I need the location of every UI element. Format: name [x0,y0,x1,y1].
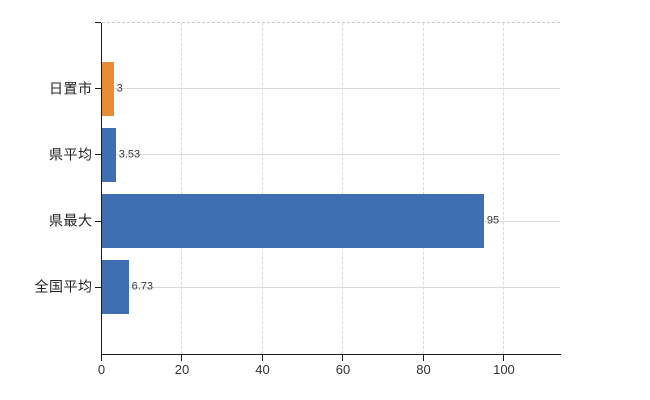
y-axis-category-label: 日置市 [49,79,93,96]
y-axis-line [100,22,102,354]
bar-2 [101,194,484,249]
y-axis-category-label: 全国平均 [34,278,93,295]
bar-value-label: 3 [116,82,123,95]
x-axis-tick-label: 0 [97,361,106,377]
x-axis-line [100,353,561,355]
x-axis-tick-label: 100 [493,361,515,377]
x-axis-tick-label: 40 [255,361,270,377]
y-axis-tick [94,220,101,222]
bar-1 [101,127,116,182]
gridline-vertical [342,22,344,354]
x-axis-tick [422,354,424,361]
bar-3 [101,260,129,315]
x-axis-tick-label: 20 [174,361,190,377]
y-axis-top-tick [94,22,101,23]
bar-value-label: 3.53 [118,148,141,161]
y-axis-tick [94,154,101,156]
gridline-vertical [422,22,424,354]
bar-value-label: 6.73 [131,280,153,293]
x-axis-tick [181,354,183,361]
plot-top-border [101,22,560,23]
x-axis-tick [101,354,102,361]
x-axis-tick-label: 80 [416,361,431,377]
bar-value-label: 95 [486,214,500,227]
gridline-horizontal [101,154,560,156]
x-axis-tick-label: 60 [335,361,351,377]
y-axis-category-label: 県平均 [49,146,93,163]
bar-0 [101,61,114,116]
x-axis-tick [503,354,505,361]
gridline-vertical [503,22,505,354]
y-axis-category-label: 県最大 [49,212,93,229]
x-axis-tick [261,354,263,361]
gridline-horizontal [101,286,560,288]
y-axis-tick [94,286,101,288]
x-axis-tick [342,354,344,361]
gridline-vertical [181,22,183,354]
y-axis-tick [94,88,101,90]
gridline-horizontal [101,88,560,90]
gridline-vertical [261,22,263,354]
